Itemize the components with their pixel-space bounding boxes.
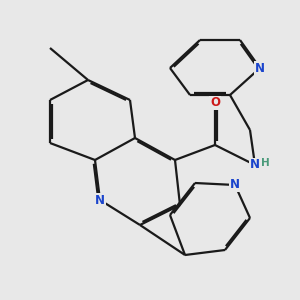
Text: H: H <box>261 158 270 169</box>
Text: N: N <box>250 158 260 172</box>
Text: N: N <box>230 178 240 191</box>
Text: N: N <box>95 194 105 206</box>
Text: O: O <box>210 97 220 110</box>
Text: N: N <box>255 61 265 74</box>
